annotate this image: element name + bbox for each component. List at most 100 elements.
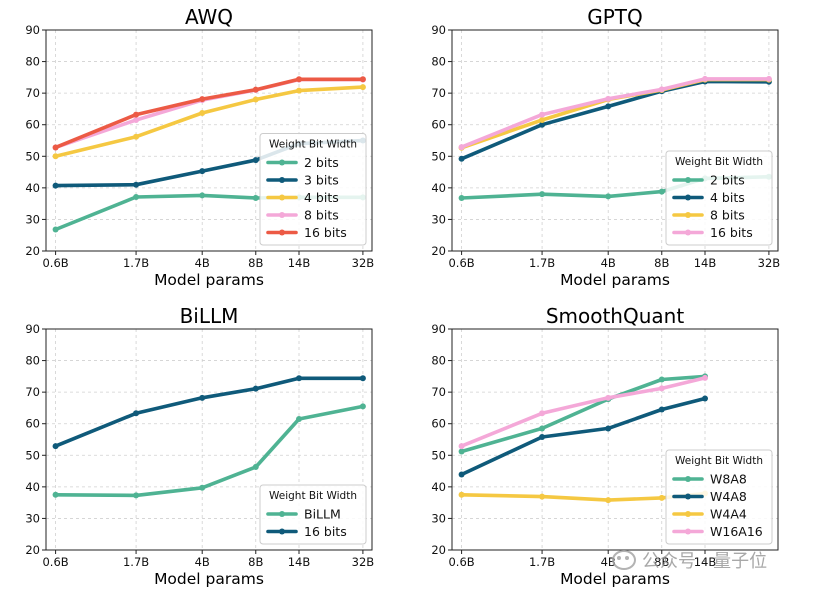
data-point (605, 394, 612, 401)
x-tick-label: 1.7B (123, 555, 149, 569)
legend-marker (279, 177, 285, 183)
data-point (199, 96, 206, 103)
data-point (539, 433, 546, 440)
x-axis-label: Model params (154, 271, 264, 289)
chart-panel-gptq: 20 30 40 50 60 70 80 90 0.6B 1.7B 4B 8B 14B 32B GPTQ Mo… (431, 5, 780, 289)
x-tick-label: 32B (352, 555, 375, 569)
x-tick-label: 0.6B (448, 256, 474, 270)
legend-marker (685, 212, 691, 218)
data-point (133, 133, 140, 140)
y-tick-label: 70 (25, 385, 40, 399)
legend-label: BiLLM (304, 507, 341, 522)
data-point (658, 385, 665, 392)
legend-marker (279, 229, 285, 236)
data-point (658, 494, 665, 501)
x-tick-label: 4B (195, 256, 210, 270)
y-tick-label: 90 (431, 23, 446, 37)
y-tick-label: 70 (431, 86, 446, 100)
data-point (252, 96, 259, 103)
legend-label: 8 bits (304, 208, 339, 223)
x-tick-label: 4B (601, 256, 616, 270)
x-tick-label: 0.6B (42, 555, 68, 569)
data-point (199, 394, 206, 401)
x-tick-label: 0.6B (448, 555, 474, 569)
legend-marker (685, 511, 691, 517)
x-axis-label: Model params (560, 570, 670, 588)
data-point (458, 491, 465, 498)
data-point (52, 144, 59, 151)
y-tick-label: 40 (25, 181, 40, 195)
y-tick-label: 80 (25, 354, 40, 368)
y-tick-label: 80 (25, 55, 40, 69)
y-tick-label: 20 (431, 244, 446, 258)
y-tick-label: 80 (431, 354, 446, 368)
x-axis-label: Model params (560, 271, 670, 289)
legend: Weight Bit Width 2 bits 4 bits 8 bits 16 bit… (665, 150, 773, 246)
data-point (458, 443, 465, 450)
data-point (658, 188, 665, 195)
x-tick-label: 32B (758, 256, 781, 270)
legend-label: 16 bits (304, 225, 347, 240)
legend: Weight Bit Width W8A8 W4A8 W4A4 W16A16 (665, 449, 773, 545)
chart-title: SmoothQuant (546, 304, 685, 328)
data-point (702, 374, 709, 381)
data-point (458, 194, 465, 201)
x-tick-label: 32B (352, 256, 375, 270)
data-point (133, 194, 140, 201)
y-tick-label: 50 (25, 149, 40, 163)
x-tick-label: 1.7B (529, 555, 555, 569)
legend-title: Weight Bit Width (269, 490, 357, 502)
data-point (359, 403, 366, 410)
data-point (133, 111, 140, 118)
y-tick-label: 90 (25, 322, 40, 336)
y-tick-label: 40 (431, 181, 446, 195)
series-line (53, 404, 365, 498)
legend-label: W16A16 (710, 524, 763, 539)
x-tick-label: 1.7B (123, 256, 149, 270)
x-tick-label: 14B (694, 256, 717, 270)
y-tick-label: 30 (431, 511, 446, 525)
x-tick-label: 0.6B (42, 256, 68, 270)
y-tick-label: 60 (431, 417, 446, 431)
y-tick-label: 60 (25, 417, 40, 431)
plot-frame (451, 328, 779, 551)
data-point (199, 168, 206, 175)
x-tick-label: 8B (248, 555, 263, 569)
data-point (539, 121, 546, 128)
series-billm (52, 403, 366, 499)
y-tick-label: 50 (431, 448, 446, 462)
y-tick-label: 30 (25, 212, 40, 226)
legend-title: Weight Bit Width (675, 156, 763, 168)
series-16-bits (52, 76, 366, 151)
y-tick-label: 50 (25, 448, 40, 462)
data-point (458, 448, 465, 455)
data-point (252, 385, 259, 392)
legend-marker (685, 194, 691, 201)
y-tick-label: 90 (25, 23, 40, 37)
legend-label: 2 bits (304, 155, 339, 170)
x-tick-label: 14B (288, 555, 311, 569)
data-point (52, 226, 59, 233)
series-line (459, 79, 771, 161)
data-point (252, 86, 259, 93)
legend-label: W4A4 (710, 507, 747, 522)
y-tick-label: 30 (25, 511, 40, 525)
legend-marker (279, 194, 285, 201)
y-tick-label: 20 (431, 543, 446, 557)
data-point (539, 116, 546, 123)
data-point (359, 84, 366, 91)
chart-title: AWQ (185, 5, 233, 29)
chart-title: BiLLM (180, 304, 239, 328)
series-line (459, 77, 771, 149)
data-point (252, 194, 259, 201)
x-tick-label: 1.7B (529, 256, 555, 270)
data-point (458, 471, 465, 478)
data-point (133, 410, 140, 417)
x-tick-label: 14B (694, 555, 717, 569)
data-point (539, 493, 546, 500)
data-point (605, 103, 612, 110)
y-tick-label: 50 (431, 149, 446, 163)
legend-label: W4A8 (710, 489, 747, 504)
